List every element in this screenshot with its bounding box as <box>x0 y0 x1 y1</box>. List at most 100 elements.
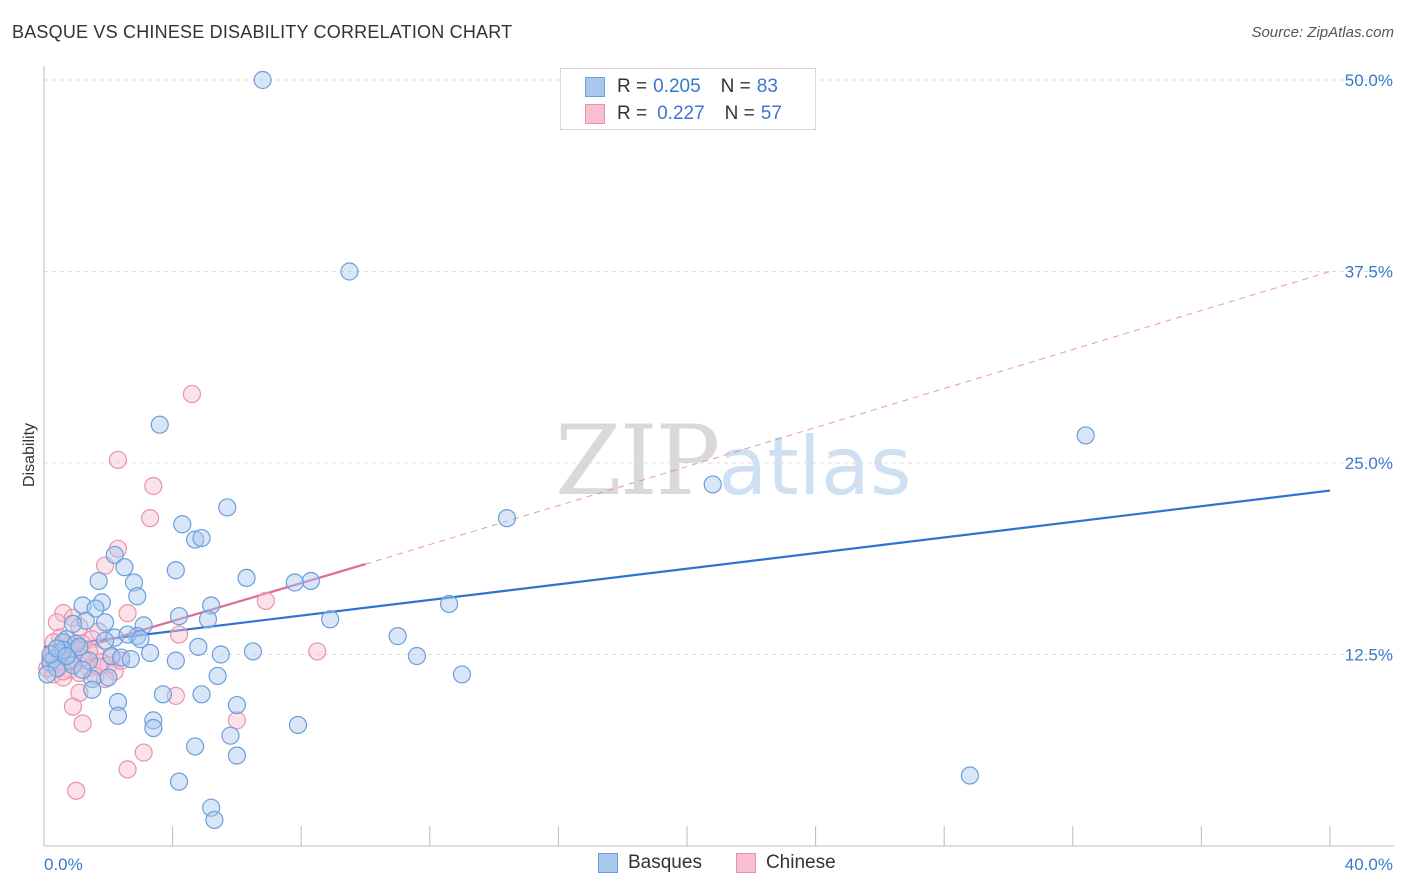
points-layer <box>38 70 1095 830</box>
data-point-basques <box>218 498 237 517</box>
data-point-basques <box>131 630 150 649</box>
data-point-basques <box>150 415 169 434</box>
data-point-basques <box>57 646 76 666</box>
data-point-chinese <box>67 781 86 800</box>
chart-title: BASQUE VS CHINESE DISABILITY CORRELATION… <box>12 22 513 42</box>
data-point-basques <box>105 545 124 565</box>
data-point-basques <box>321 610 340 629</box>
series-legend: Basques Chinese <box>598 852 870 874</box>
legend-swatch-chinese <box>585 104 605 124</box>
data-point-basques <box>70 637 89 656</box>
data-point-basques <box>211 645 230 664</box>
y-tick-label: 25.0% <box>1345 454 1393 473</box>
data-point-chinese <box>47 613 66 632</box>
data-point-basques <box>703 475 722 494</box>
data-point-chinese <box>140 509 160 528</box>
data-point-basques <box>128 587 147 606</box>
label-layer: 12.5% 25.0% 37.5% 50.0% 0.0% 40.0% Disability <box>21 71 1393 874</box>
data-point-basques <box>189 637 208 656</box>
legend-item-basques[interactable]: Basques <box>598 852 702 874</box>
data-point-basques <box>99 668 118 687</box>
data-point-basques <box>83 669 102 689</box>
data-point-basques <box>63 656 83 675</box>
data-point-basques <box>86 599 105 618</box>
data-point-basques <box>1076 426 1095 445</box>
y-axis-label: Disability <box>21 423 38 487</box>
data-point-basques <box>63 614 83 633</box>
data-point-basques <box>140 643 160 663</box>
chart-source: Source: ZipAtlas.com <box>1251 24 1394 41</box>
data-point-basques <box>301 571 320 591</box>
data-point-basques <box>243 642 263 661</box>
data-point-basques <box>186 530 205 549</box>
data-point-basques <box>108 706 128 725</box>
data-point-chinese <box>108 450 128 470</box>
legend-swatch-chinese <box>735 853 756 873</box>
data-point-basques <box>407 646 427 666</box>
data-point-basques <box>253 70 272 90</box>
data-point-basques <box>121 649 140 669</box>
data-point-chinese <box>134 743 153 762</box>
data-point-basques <box>47 639 66 658</box>
legend-item-chinese[interactable]: Chinese <box>735 852 836 874</box>
legend-r-label: R = <box>617 76 648 97</box>
data-point-basques <box>192 528 211 548</box>
data-point-basques <box>208 666 227 686</box>
data-point-chinese <box>227 711 246 730</box>
data-point-basques <box>169 772 189 791</box>
data-point-basques <box>340 262 359 281</box>
legend-swatch-basques <box>585 77 605 97</box>
y-tick-label: 50.0% <box>1345 71 1393 90</box>
data-point-basques <box>115 558 134 577</box>
trendline-basques <box>43 489 1331 648</box>
data-point-basques <box>285 573 304 592</box>
legend-label-basques: Basques <box>628 852 702 873</box>
trendline-extension-chinese <box>365 271 1331 565</box>
data-point-basques <box>166 561 185 580</box>
data-point-basques <box>169 607 189 626</box>
legend-swatch-basques <box>598 853 618 873</box>
data-point-basques <box>237 568 256 588</box>
legend-r-label: R = <box>617 103 648 124</box>
data-point-basques <box>497 509 517 528</box>
data-point-basques <box>83 680 102 699</box>
data-point-basques <box>108 692 128 712</box>
watermark-zip: ZIP <box>555 405 720 517</box>
data-point-basques <box>153 685 173 704</box>
data-point-basques <box>173 515 192 534</box>
data-point-basques <box>439 594 459 614</box>
data-point-chinese <box>118 760 137 779</box>
data-point-basques <box>202 596 221 615</box>
data-point-basques <box>198 610 218 629</box>
data-point-basques <box>192 685 211 704</box>
legend-r-value: 0.227 <box>657 103 705 124</box>
data-point-basques <box>221 726 240 745</box>
stats-legend: R = 0.205 N = 83 R = 0.227 N = 57 <box>560 68 816 130</box>
data-point-basques <box>95 631 115 650</box>
data-point-chinese <box>144 476 163 496</box>
data-point-basques <box>388 627 407 646</box>
data-point-basques <box>227 695 246 715</box>
data-point-basques <box>166 651 185 670</box>
data-point-chinese <box>256 591 275 610</box>
data-point-chinese <box>169 625 189 644</box>
legend-n-label: N = <box>724 103 755 124</box>
data-point-basques <box>288 715 308 735</box>
legend-n-value: 83 <box>756 76 778 97</box>
y-tick-label: 37.5% <box>1345 263 1393 282</box>
legend-row-basques: R = 0.205 N = 83 <box>585 75 778 99</box>
y-tick-label: 12.5% <box>1345 646 1393 665</box>
x-tick-label: 0.0% <box>44 855 83 874</box>
legend-r-value: 0.205 <box>653 76 701 97</box>
watermark: ZIPatlas <box>555 405 912 517</box>
legend-n-label: N = <box>720 76 751 97</box>
legend-label-chinese: Chinese <box>765 852 836 873</box>
data-point-basques <box>960 766 980 785</box>
data-point-basques <box>89 571 108 591</box>
watermark-atlas: atlas <box>718 420 912 513</box>
data-point-chinese <box>73 714 92 733</box>
data-point-basques <box>205 810 224 830</box>
data-point-basques <box>144 718 163 738</box>
data-point-basques <box>144 711 163 730</box>
